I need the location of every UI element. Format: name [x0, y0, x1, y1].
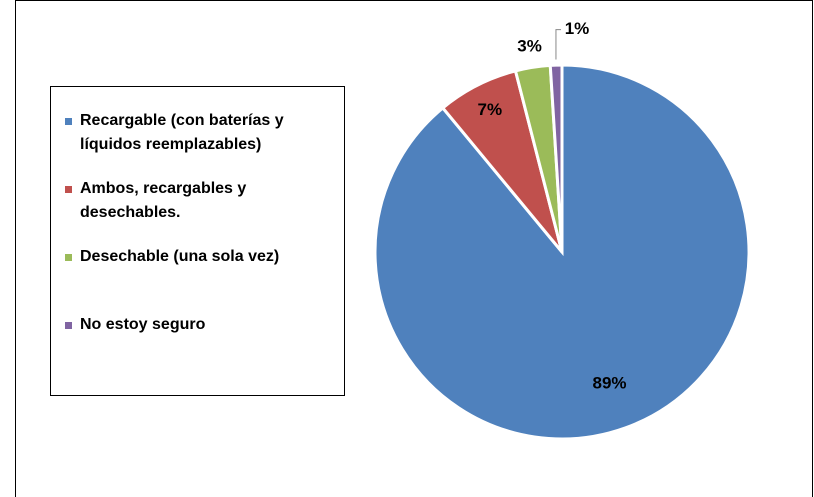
legend-swatch [65, 186, 72, 193]
legend-swatch [65, 118, 72, 125]
leader-line [555, 29, 562, 60]
legend-item: Recargable (con baterías y líquidos reem… [65, 109, 336, 177]
legend-label: Ambos, recargables y desechables. [80, 180, 247, 221]
legend-item: Desechable (una sola vez) [65, 245, 336, 313]
chart-border [15, 0, 813, 497]
data-label: 89% [592, 373, 626, 392]
legend-label: Desechable (una sola vez) [80, 248, 280, 265]
legend-label: No estoy seguro [80, 316, 206, 333]
data-label: 3% [517, 36, 542, 55]
legend-item: Ambos, recargables y desechables. [65, 177, 336, 245]
legend: Recargable (con baterías y líquidos reem… [50, 86, 345, 396]
legend-swatch [65, 322, 72, 329]
legend-swatch [65, 254, 72, 261]
data-label: 1% [565, 19, 590, 38]
data-label: 7% [478, 100, 503, 119]
legend-item: No estoy seguro [65, 313, 336, 381]
pie-slice [548, 63, 564, 253]
legend-label: Recargable (con baterías y líquidos reem… [80, 112, 284, 153]
